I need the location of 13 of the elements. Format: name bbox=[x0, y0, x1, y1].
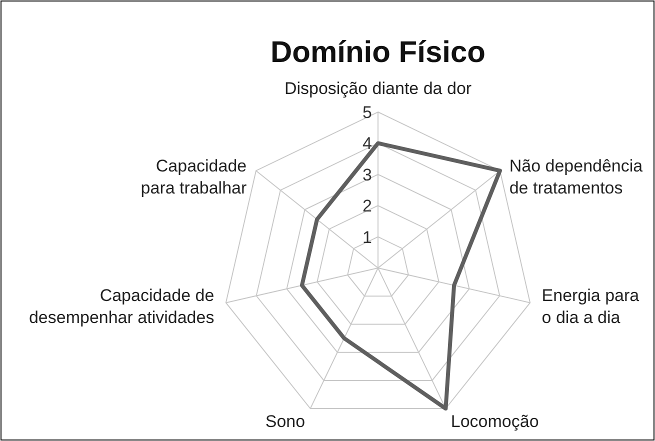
y-tick-label: 2 bbox=[362, 196, 372, 216]
spoke-label: Não dependência de tratamentos bbox=[509, 156, 644, 198]
chart-title: Domínio Físico bbox=[270, 36, 486, 69]
spoke-label: Sono bbox=[265, 412, 306, 432]
y-tick-label: 4 bbox=[362, 134, 372, 154]
spoke-label: Energia para o dia a dia bbox=[542, 286, 640, 327]
spoke-label: Disposição diante da dor bbox=[284, 79, 472, 98]
spoke-label: Locomoção bbox=[450, 412, 539, 432]
y-tick-label: 3 bbox=[362, 165, 372, 184]
spoke-label: Capacidade para trabalhar bbox=[140, 156, 247, 198]
y-tick-label: 1 bbox=[362, 228, 372, 247]
spoke-label: Capacidade de desempenhar atividades bbox=[28, 286, 214, 327]
y-tick-label: 5 bbox=[362, 103, 372, 122]
